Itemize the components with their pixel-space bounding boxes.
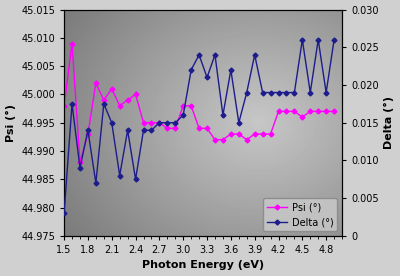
X-axis label: Photon Energy (eV): Photon Energy (eV) — [142, 261, 264, 270]
Y-axis label: Delta (°): Delta (°) — [384, 96, 394, 149]
Y-axis label: Psi (°): Psi (°) — [6, 104, 16, 142]
Legend: Psi (°), Delta (°): Psi (°), Delta (°) — [263, 198, 337, 231]
